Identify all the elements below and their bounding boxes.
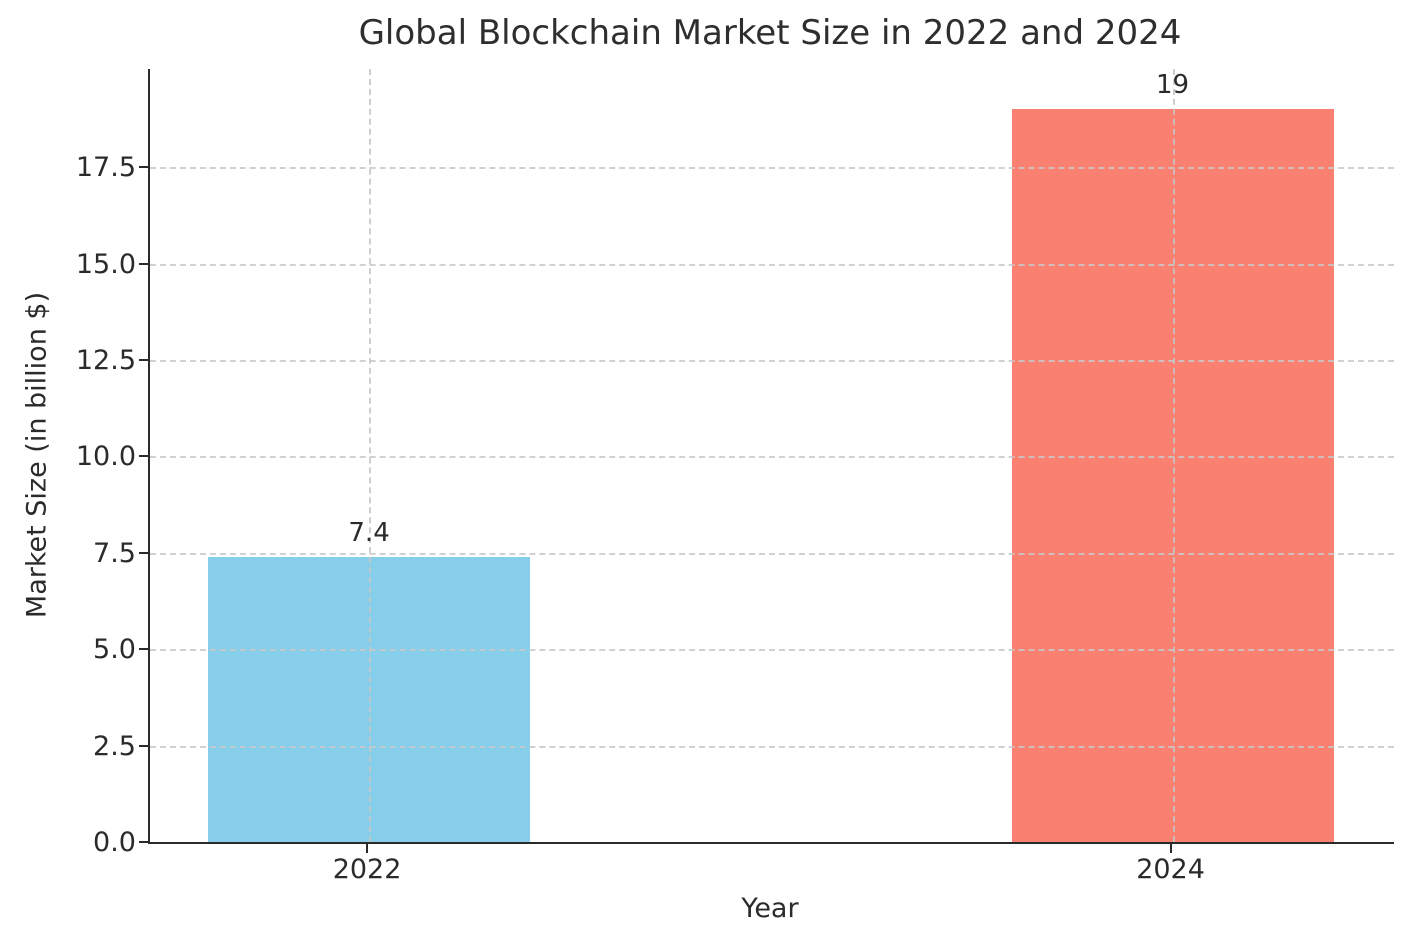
y-tick-label-12.5: 12.5 bbox=[75, 345, 136, 377]
x-axis-label: Year bbox=[741, 893, 799, 924]
y-tick-label-5.0: 5.0 bbox=[93, 634, 136, 666]
y-tick-mark-0.0 bbox=[139, 841, 148, 843]
x-tick-mark-2024 bbox=[1169, 844, 1172, 853]
y-tick-label-15.0: 15.0 bbox=[75, 248, 136, 280]
h-gridline-12.5 bbox=[150, 360, 1394, 363]
y-tick-mark-12.5 bbox=[139, 359, 148, 362]
y-tick-label-0.0: 0.0 bbox=[93, 827, 136, 858]
y-tick-label-10.0: 10.0 bbox=[75, 441, 136, 473]
v-gridline-2024 bbox=[1172, 69, 1175, 842]
h-gridline-2.5 bbox=[150, 745, 1394, 748]
y-tick-mark-5.0 bbox=[139, 648, 148, 651]
y-tick-mark-7.5 bbox=[139, 551, 148, 554]
y-tick-label-17.5: 17.5 bbox=[75, 152, 136, 184]
h-gridline-10.0 bbox=[150, 456, 1394, 459]
v-gridline-2022 bbox=[369, 69, 372, 842]
y-tick-mark-10.0 bbox=[139, 455, 148, 458]
x-tick-label-2024: 2024 bbox=[1136, 854, 1205, 885]
bar-value-label-2024: 19 bbox=[1156, 70, 1190, 101]
plot-area: 7.4 19 bbox=[148, 69, 1394, 844]
y-tick-mark-15.0 bbox=[139, 262, 148, 265]
h-gridline-7.5 bbox=[150, 552, 1394, 555]
x-tick-label-2022: 2022 bbox=[332, 854, 402, 885]
y-tick-mark-17.5 bbox=[139, 166, 148, 169]
x-tick-mark-2022 bbox=[366, 844, 369, 853]
y-tick-label-7.5: 7.5 bbox=[93, 537, 136, 569]
h-gridline-5.0 bbox=[150, 649, 1394, 652]
y-tick-mark-2.5 bbox=[139, 744, 148, 747]
h-gridline-15.0 bbox=[150, 263, 1394, 266]
chart-title: Global Blockchain Market Size in 2022 an… bbox=[358, 13, 1182, 53]
bar-value-label-2022: 7.4 bbox=[348, 517, 390, 548]
y-tick-label-2.5: 2.5 bbox=[93, 730, 136, 762]
h-gridline-17.5 bbox=[150, 167, 1394, 170]
